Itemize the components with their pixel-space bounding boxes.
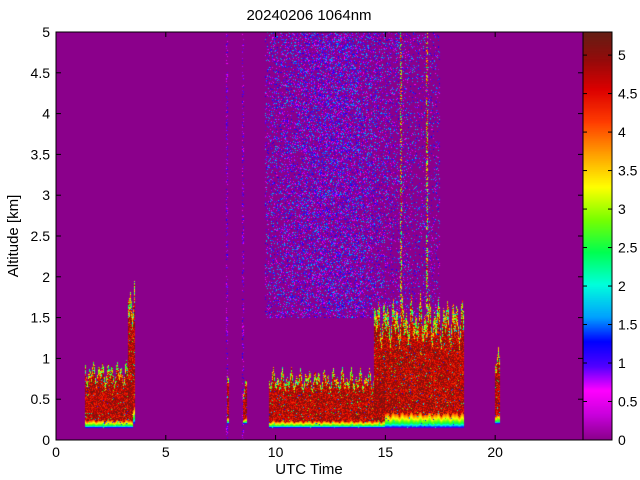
y-tick-label: 5 [42, 24, 50, 40]
colorbar-tick-label: 1 [618, 355, 626, 371]
x-tick-label: 20 [487, 444, 503, 460]
chart-title: 20240206 1064nm [246, 7, 371, 24]
y-tick-label: 0 [42, 432, 50, 448]
colorbar-tick-label: 4.5 [618, 86, 638, 102]
colorbar-tick-label: 2 [618, 278, 626, 294]
colorbar-tick-label: 0 [618, 432, 626, 448]
y-axis-label: Altitude [km] [5, 195, 22, 278]
x-tick-label: 10 [268, 444, 284, 460]
y-axis: 0 0.5 1 1.5 2 2.5 3 3.5 4 4.5 5 [31, 24, 583, 448]
heatmap-image [56, 32, 583, 440]
y-tick-label: 3.5 [31, 146, 51, 162]
colorbar-tick-label: 5 [618, 47, 626, 63]
plot-frame [55, 31, 584, 441]
colorbar-image [583, 32, 612, 440]
y-tick-label: 1.5 [31, 310, 51, 326]
y-tick-label: 0.5 [31, 391, 51, 407]
y-tick-label: 3 [42, 187, 50, 203]
x-tick-label: 15 [378, 444, 394, 460]
colorbar-tick-label: 3 [618, 201, 626, 217]
colorbar-tick-label: 2.5 [618, 240, 638, 256]
x-tick-label: 5 [162, 444, 170, 460]
colorbar-axis: 0 0.5 1 1.5 2 2.5 3 3.5 4 4.5 5 [583, 47, 638, 448]
y-tick-label: 2.5 [31, 228, 51, 244]
y-tick-label: 4.5 [31, 65, 51, 81]
colorbar-tick-label: 0.5 [618, 394, 638, 410]
colorbar-frame [582, 31, 613, 441]
colorbar-tick-label: 4 [618, 124, 626, 140]
y-tick-label: 2 [42, 269, 50, 285]
colorbar-tick-label: 1.5 [618, 317, 638, 333]
x-axis-label: UTC Time [275, 461, 343, 478]
x-tick-label: 0 [52, 444, 60, 460]
x-axis: 0 5 10 15 20 [52, 32, 503, 460]
y-tick-label: 4 [42, 106, 50, 122]
colorbar-tick-label: 3.5 [618, 163, 638, 179]
y-tick-label: 1 [42, 350, 50, 366]
